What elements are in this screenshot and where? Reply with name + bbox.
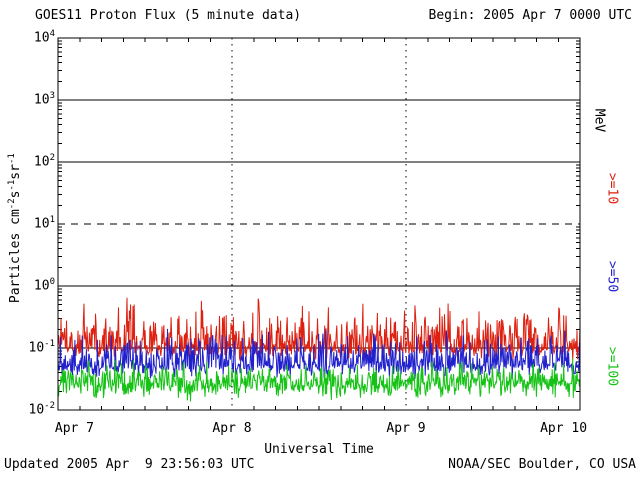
updated-timestamp: Updated 2005 Apr 9 23:56:03 UTC: [4, 457, 255, 472]
y-tick-label: 103: [33, 91, 55, 108]
y-tick-label: 104: [33, 29, 55, 46]
y-tick-label: 10-2: [28, 401, 56, 418]
right-axis-label-100: >=100: [604, 346, 620, 387]
y-axis-title: Particles cm-2s-1sr-1: [6, 153, 24, 304]
x-axis-title: Universal Time: [264, 442, 374, 457]
y-tick-label: 10-1: [28, 339, 56, 356]
y-tick-label: 102: [33, 153, 55, 170]
series-line--100-MeV: [57, 358, 581, 402]
x-tick-label: Apr 10: [540, 421, 588, 436]
credit-label: NOAA/SEC Boulder, CO USA: [448, 457, 636, 472]
plot-border: [57, 37, 581, 411]
y-tick-label: 100: [33, 277, 55, 294]
chart-title: GOES11 Proton Flux (5 minute data): [35, 8, 302, 23]
y-tick-label: 101: [33, 215, 55, 232]
x-tick-label: Apr 7: [54, 421, 95, 436]
x-tick-label: Apr 8: [212, 421, 252, 436]
begin-time-label: Begin: 2005 Apr 7 0000 UTC: [428, 8, 633, 23]
series-line--50-MeV: [57, 328, 581, 380]
x-tick-label: Apr 9: [386, 421, 426, 436]
